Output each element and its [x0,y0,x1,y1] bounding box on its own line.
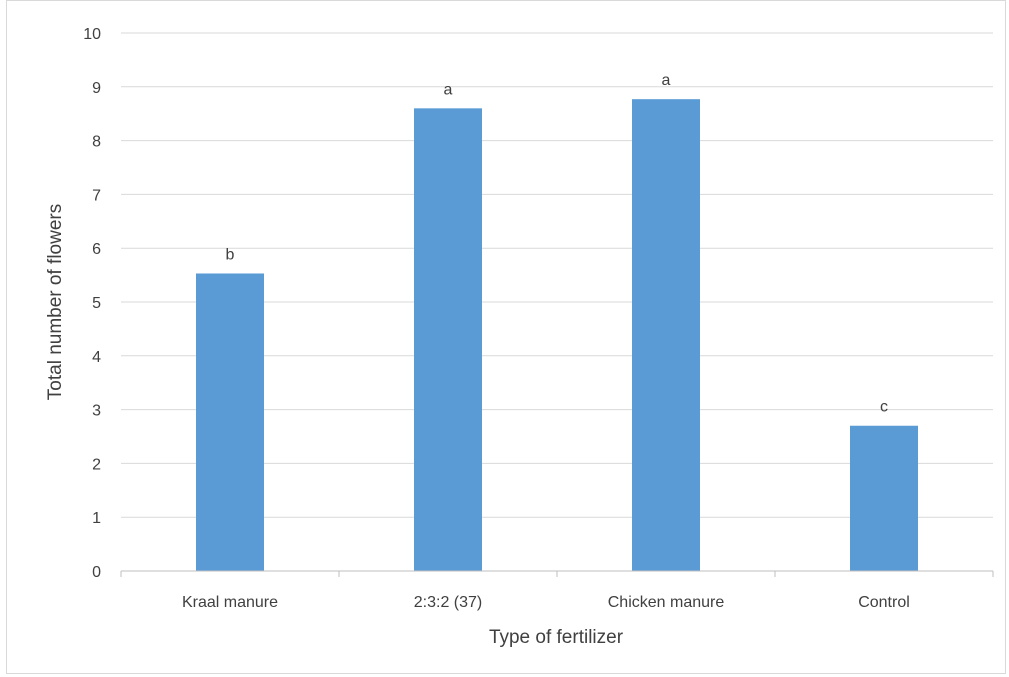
data-label: a [444,81,453,98]
y-tick-label: 9 [92,80,101,97]
y-tick-label: 2 [92,456,101,473]
x-tick-labels: Kraal manure 2:3:2 (37) Chicken manure Cont… [182,594,910,611]
x-axis [120,570,994,577]
y-tick-labels: 0 1 2 3 4 5 6 7 8 9 10 [83,26,101,581]
data-labels: b a a c [226,72,888,416]
bar [632,99,700,571]
y-tick-label: 3 [92,403,101,420]
data-label: a [662,72,671,89]
y-tick-label: 4 [92,349,101,366]
x-tick-label: Kraal manure [182,594,278,611]
y-tick-label: 6 [92,241,101,258]
gridlines [121,32,993,518]
x-tick-label: Control [858,594,910,611]
y-tick-label: 10 [83,26,101,43]
x-tick-label: Chicken manure [608,594,725,611]
chart-frame [6,0,1006,674]
x-tick-label: 2:3:2 (37) [414,594,482,611]
data-label: c [880,399,888,416]
bars [196,99,918,571]
y-tick-label: 1 [92,510,101,527]
y-tick-label: 7 [92,187,101,204]
y-tick-label: 8 [92,134,101,151]
x-axis-title: Type of fertilizer [489,627,624,648]
bar [850,425,918,571]
y-tick-label: 5 [92,295,101,312]
data-label: b [226,246,235,263]
y-axis-title: Total number of flowers [45,204,66,400]
y-tick-label: 0 [92,564,101,581]
bar [196,273,264,571]
bar [414,108,482,571]
